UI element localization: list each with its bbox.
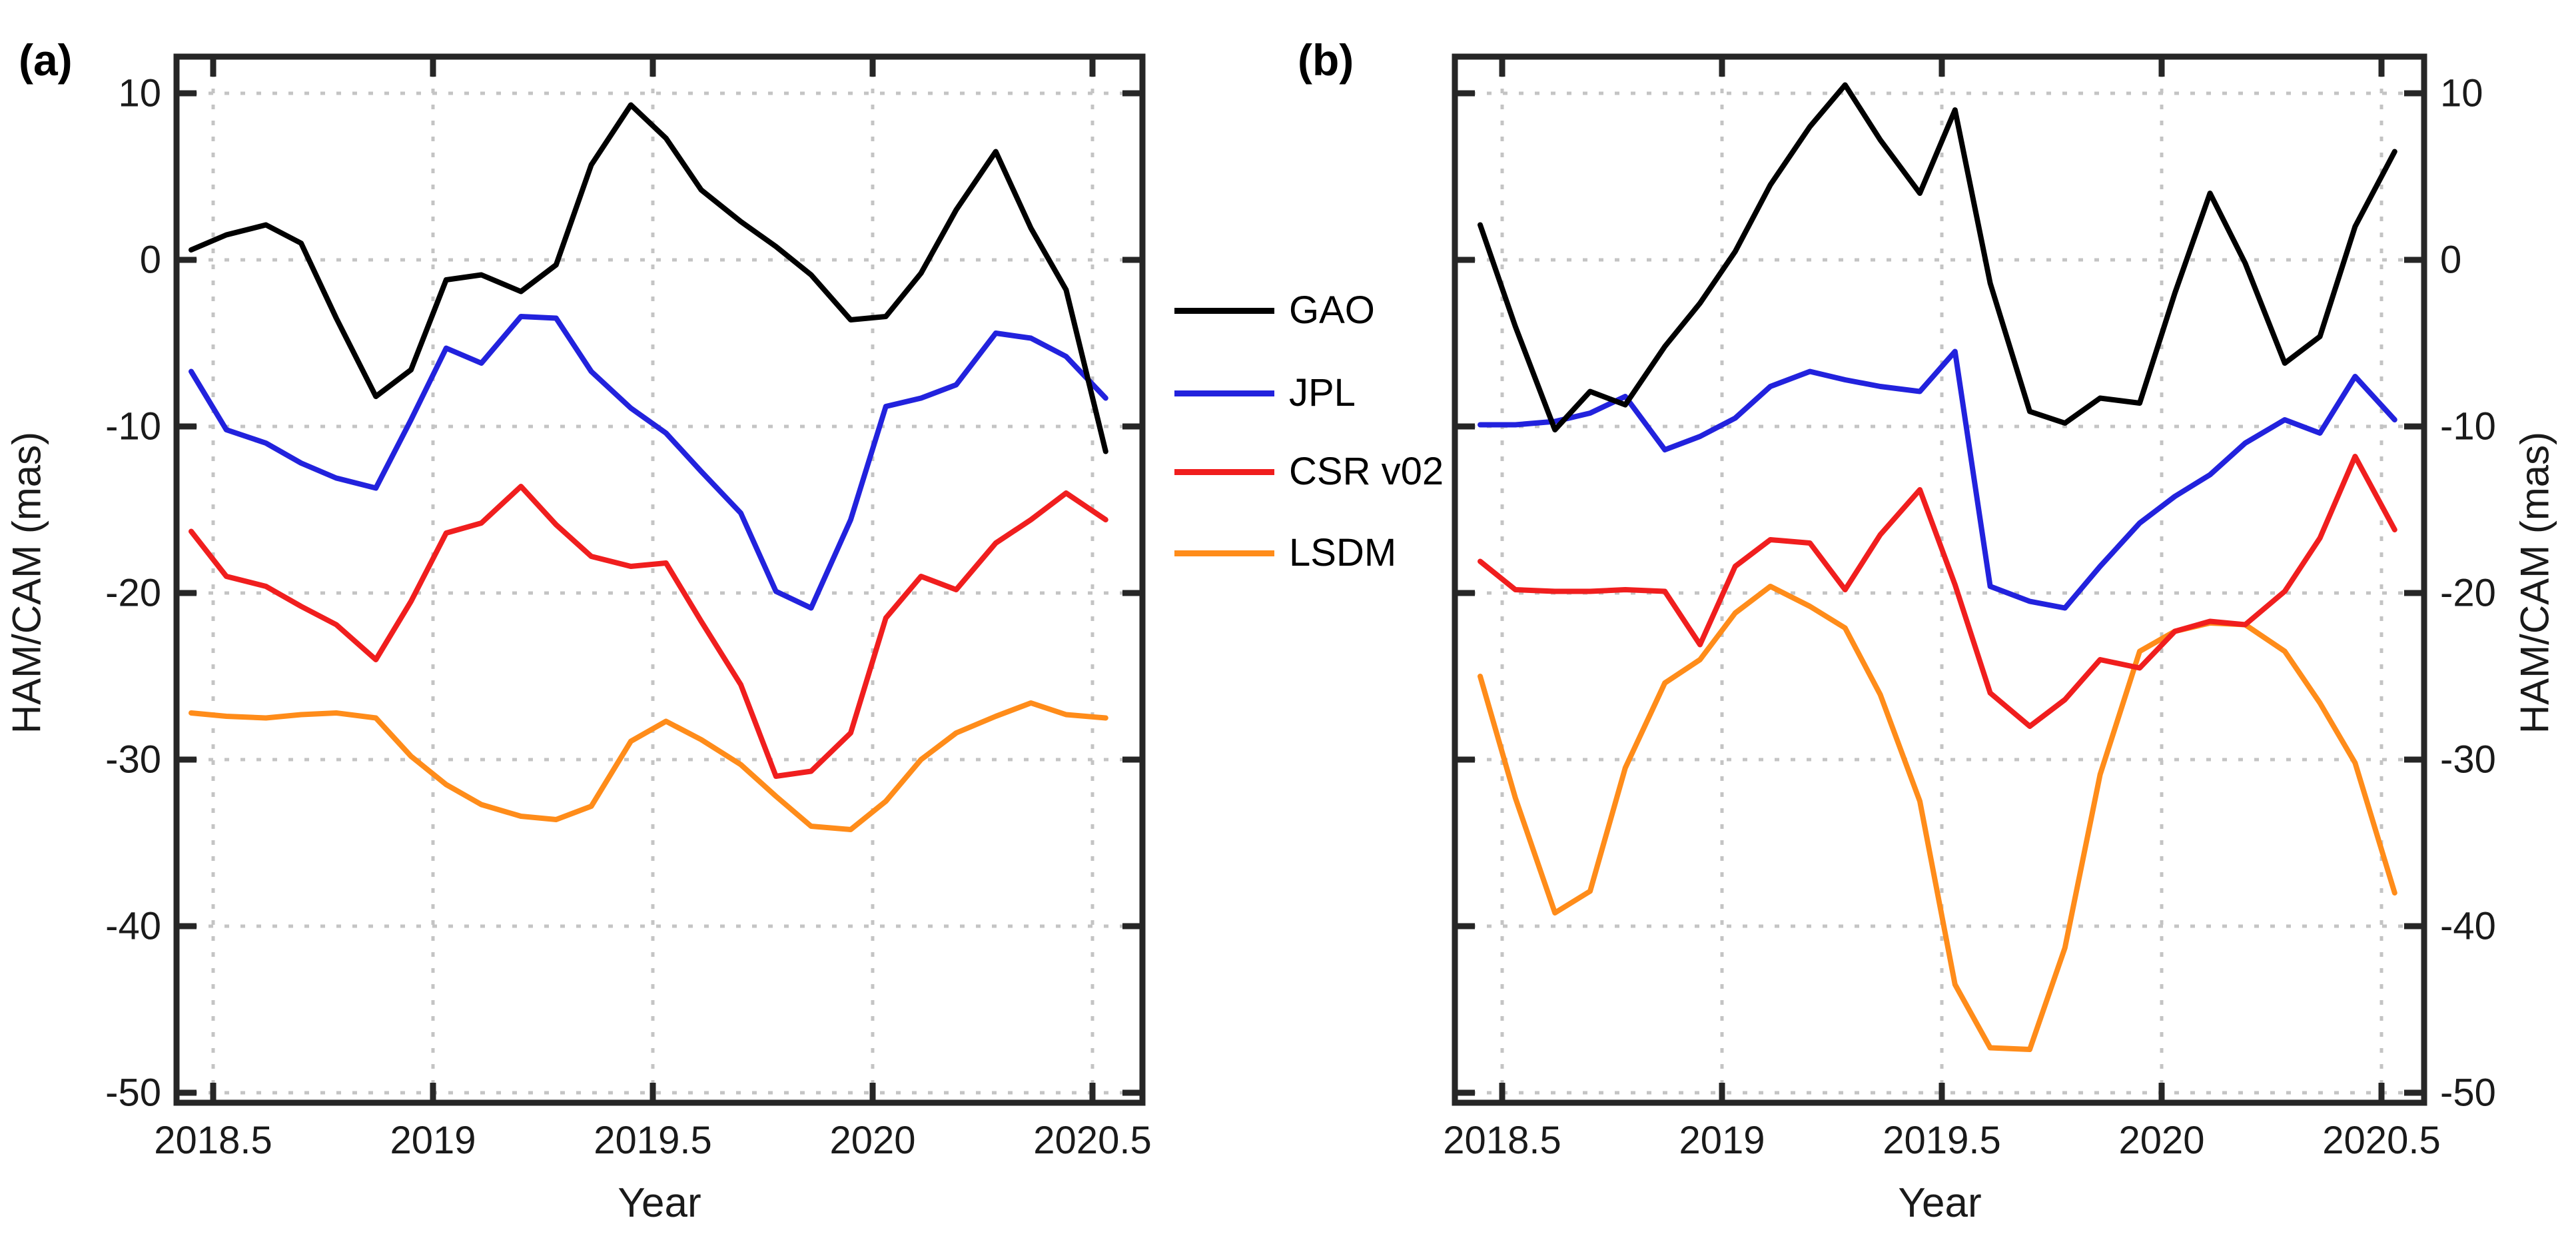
panel-b-letter: (b) <box>1298 35 1354 85</box>
y-tick-label-left: 0 <box>139 238 161 282</box>
y-tick-label-left: -10 <box>105 404 161 448</box>
x-tick-label: 2020.5 <box>1033 1119 1152 1162</box>
y-tick-label-right: -30 <box>2440 738 2496 782</box>
axes-frame <box>173 53 1146 1106</box>
y-tick-label-right: 10 <box>2440 71 2483 115</box>
legend-item-lsdm: LSDM <box>1174 533 1396 573</box>
lsdm-line-swatch <box>1174 550 1274 556</box>
x-tick-label: 2019.5 <box>594 1119 712 1162</box>
x-tick-label: 2018.5 <box>1443 1119 1561 1162</box>
legend-label-jpl: JPL <box>1289 371 1356 414</box>
legend-label-gao: GAO <box>1289 289 1375 332</box>
legend-label-lsdm: LSDM <box>1289 531 1397 574</box>
y-tick-label-right: -20 <box>2440 571 2496 615</box>
x-tick-label: 2018.5 <box>154 1119 272 1162</box>
csr-line-swatch <box>1174 468 1274 475</box>
series-line-csr-v02 <box>1478 454 2397 729</box>
y-tick-label-left: -40 <box>105 904 161 948</box>
series-line-jpl <box>189 314 1108 611</box>
y-tick-label-right: -10 <box>2440 404 2496 448</box>
y-tick-label-left: -50 <box>105 1071 161 1115</box>
gao-line-swatch <box>1174 307 1274 314</box>
series-line-lsdm <box>189 700 1108 832</box>
x-tick-label: 2020 <box>829 1119 916 1162</box>
series-line-gao <box>189 102 1108 454</box>
legend-item-csr: CSR v02 <box>1174 452 1444 492</box>
x-tick-label: 2020 <box>2118 1119 2205 1162</box>
x-axis-label-a: Year <box>618 1180 701 1226</box>
legend-label-csr: CSR v02 <box>1289 450 1444 493</box>
panel-a-letter: (a) <box>19 35 73 85</box>
y-tick-label-right: -40 <box>2440 904 2496 948</box>
legend-item-jpl: JPL <box>1174 373 1356 413</box>
series-line-jpl <box>1478 348 2397 611</box>
y-tick-label-left: 10 <box>118 71 161 115</box>
y-tick-label-right: -50 <box>2440 1071 2496 1115</box>
y-tick-label-left: -20 <box>105 571 161 615</box>
y-tick-label-left: -30 <box>105 738 161 782</box>
x-tick-label: 2019.5 <box>1883 1119 2001 1162</box>
axes-frame <box>1452 53 2427 1106</box>
x-tick-label: 2020.5 <box>2322 1119 2441 1162</box>
x-tick-label: 2019 <box>1679 1119 1765 1162</box>
series-line-csr-v02 <box>189 484 1108 779</box>
x-tick-label: 2019 <box>390 1119 476 1162</box>
legend-item-gao: GAO <box>1174 291 1375 330</box>
series-line-lsdm <box>1478 584 2397 1052</box>
y-axis-label-right: HAM/CAM (mas) <box>2512 431 2557 734</box>
y-axis-label-left: HAM/CAM (mas) <box>4 431 49 734</box>
y-tick-label-right: 0 <box>2440 238 2462 282</box>
x-axis-label-b: Year <box>1898 1180 1982 1226</box>
series-line-gao <box>1478 82 2397 432</box>
jpl-line-swatch <box>1174 390 1274 396</box>
